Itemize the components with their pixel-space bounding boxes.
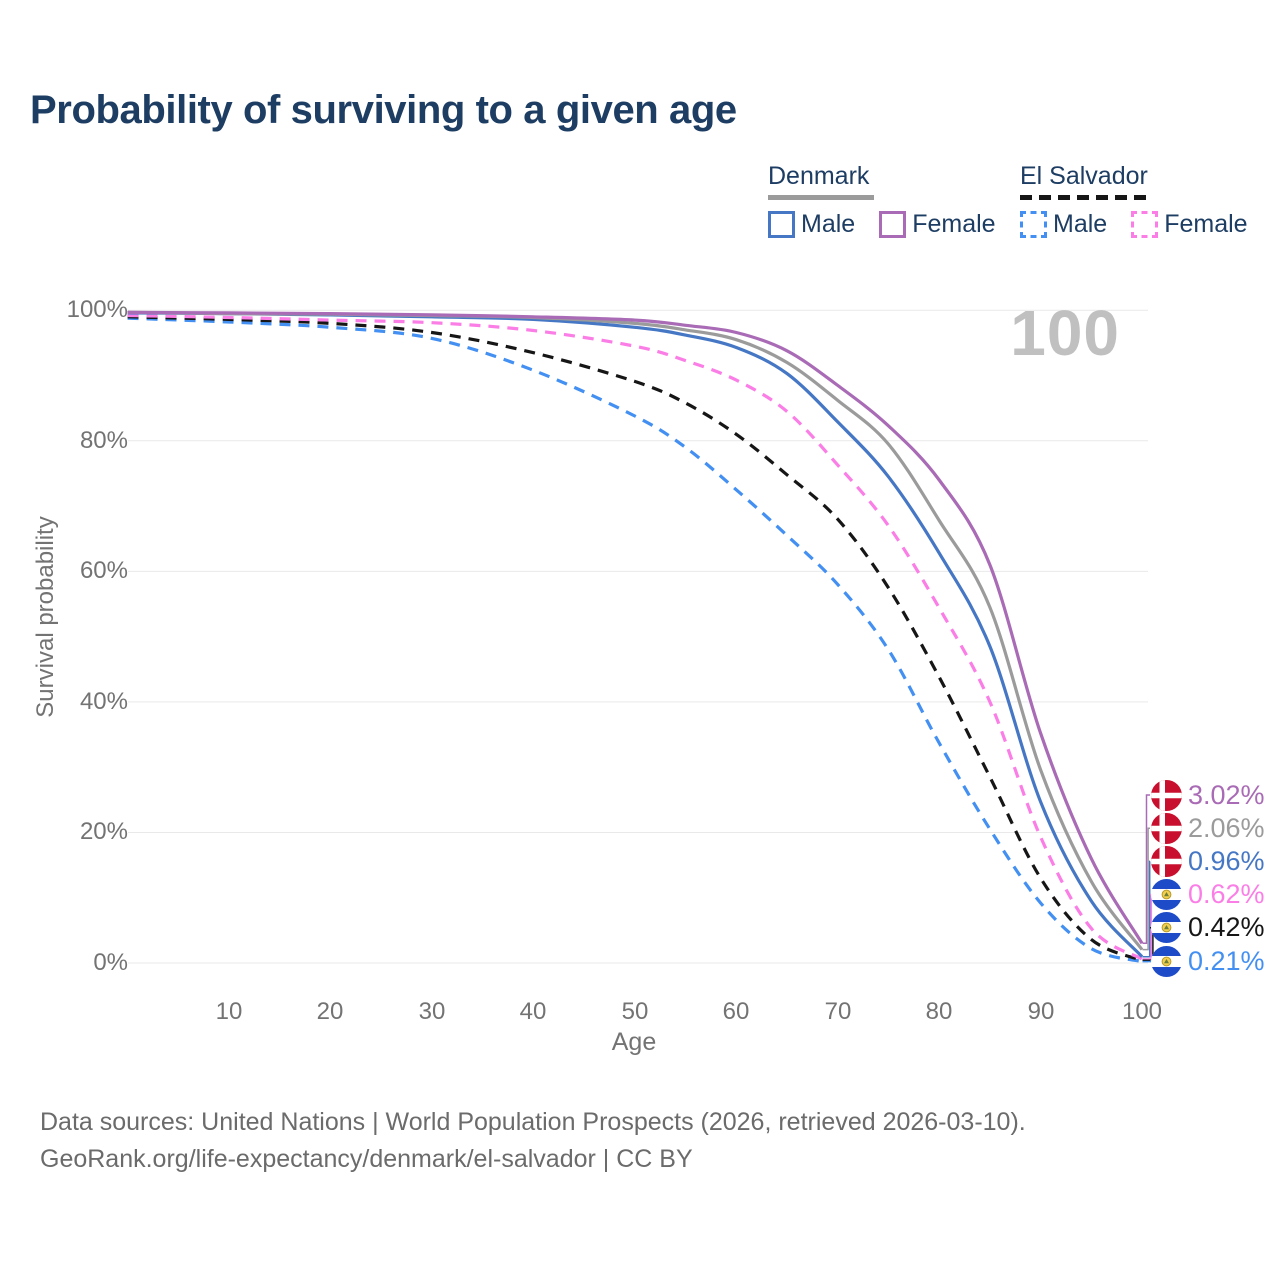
endpoint-value: 3.02%	[1188, 779, 1265, 810]
endpoint-connector	[1142, 860, 1151, 958]
x-tick-label: 10	[215, 998, 243, 1025]
legend-group-el-salvador: El Salvador Male Female	[1020, 162, 1272, 239]
y-tick-label: 20%	[79, 818, 128, 845]
x-tick-label: 50	[621, 998, 649, 1025]
denmark-flag-icon	[1151, 779, 1182, 811]
el-salvador-female-swatch	[1131, 211, 1159, 238]
legend-label-el-salvador-female: Female	[1164, 210, 1248, 238]
endpoint-row: 0.96%	[1151, 845, 1265, 877]
x-tick-label: 30	[418, 998, 446, 1025]
series-line-denmark-female	[127, 310, 1144, 945]
el-salvador-male-swatch	[1020, 211, 1047, 238]
denmark-flag-icon	[1151, 845, 1182, 877]
y-tick-label: 0%	[93, 949, 128, 976]
x-tick-label: 60	[722, 998, 750, 1025]
x-tick-label: 80	[925, 998, 953, 1025]
x-tick-label: 70	[824, 998, 852, 1025]
series-line-el-salvador-total	[127, 315, 1143, 962]
data-source-note: Data sources: United Nations | World Pop…	[40, 1108, 1026, 1136]
footer: Data sources: United Nations | World Pop…	[40, 1104, 1026, 1178]
x-tick-label: 40	[519, 998, 547, 1025]
el-salvador-flag-icon	[1151, 912, 1182, 944]
series-line-el-salvador-female	[127, 313, 1143, 961]
el-salvador-flag-icon	[1151, 879, 1182, 911]
y-tick-label: 60%	[79, 557, 128, 584]
series-line-el-salvador-male	[127, 316, 1143, 964]
page-title: Probability of surviving to a given age	[30, 88, 737, 132]
endpoint-value: 0.42%	[1188, 912, 1265, 943]
endpoint-row: 0.21%	[1151, 945, 1265, 977]
denmark-female-swatch	[879, 211, 907, 238]
el-salvador-flag-icon	[1151, 945, 1182, 977]
x-tick-label: 20	[316, 998, 344, 1025]
y-axis-title: Survival probability	[32, 516, 59, 718]
endpoint-value: 0.21%	[1188, 945, 1265, 976]
watermark-100: 100	[1010, 297, 1120, 369]
y-tick-label: 80%	[79, 427, 128, 454]
denmark-flag-icon	[1151, 812, 1182, 844]
endpoint-connector	[1142, 794, 1150, 945]
series-line-denmark-total	[127, 310, 1144, 951]
x-tick-label: 100	[1121, 998, 1163, 1025]
series-line-denmark-male	[127, 311, 1144, 958]
denmark-solid-line-swatch	[768, 195, 874, 200]
attribution-note: GeoRank.org/life-expectancy/denmark/el-s…	[40, 1145, 693, 1173]
endpoint-value: 0.96%	[1188, 845, 1265, 876]
x-axis-title: Age	[611, 1028, 657, 1056]
endpoint-value: 0.62%	[1188, 879, 1265, 910]
endpoint-row: 3.02%	[1151, 779, 1265, 811]
endpoint-value: 2.06%	[1188, 812, 1265, 843]
legend-label-el-salvador-male: Male	[1053, 210, 1108, 238]
legend-label-denmark-female: Female	[912, 210, 996, 238]
x-tick-label: 90	[1027, 998, 1055, 1025]
el-salvador-dashed-line-swatch	[1020, 195, 1147, 200]
endpoint-row: 2.06%	[1151, 812, 1265, 844]
y-tick-label: 40%	[79, 688, 128, 715]
y-tick-label: 100%	[66, 296, 128, 323]
denmark-male-swatch	[768, 211, 795, 238]
endpoint-row: 0.42%	[1151, 912, 1265, 944]
endpoint-connector	[1142, 827, 1150, 951]
legend-country-denmark: Denmark	[768, 162, 870, 190]
endpoint-row: 0.62%	[1151, 879, 1265, 911]
legend-label-denmark-male: Male	[801, 210, 856, 238]
legend-group-denmark: Denmark Male Female	[768, 162, 1020, 239]
legend-country-el-salvador: El Salvador	[1020, 162, 1148, 190]
